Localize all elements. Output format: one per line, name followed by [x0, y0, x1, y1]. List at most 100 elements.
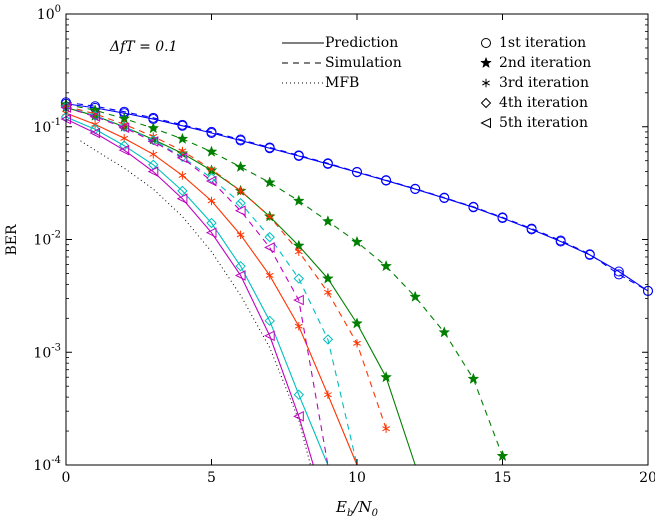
data-point-simulation-it4-6	[235, 197, 246, 209]
data-point-simulation-it1-9	[322, 158, 333, 169]
data-point-prediction-it5-6	[234, 270, 246, 281]
data-point-simulation-it4-5	[206, 172, 217, 184]
series-prediction-iteration-4	[60, 111, 329, 466]
data-point-simulation-it2-7	[263, 176, 276, 188]
legend-label-dashed: Simulation	[325, 55, 402, 71]
data-point-prediction-it5-3	[147, 166, 159, 177]
series-simulation-iteration-5	[60, 102, 329, 466]
data-point-simulation-it4-1	[89, 110, 101, 122]
data-point-simulation-it2-14	[467, 372, 480, 384]
x-tick-label: 5	[207, 470, 216, 486]
series-line-simulation-iteration-2	[65, 103, 504, 457]
series-line-mfb-iteration-0	[80, 140, 311, 466]
data-point-prediction-it3-7	[265, 271, 274, 280]
data-point-prediction-it3-5	[207, 196, 216, 206]
y-tick-label: 10-3	[33, 342, 61, 361]
data-point-simulation-it3-9	[324, 288, 332, 297]
data-point-simulation-it2-9	[321, 215, 334, 227]
x-tick-label: 10	[348, 470, 366, 486]
data-point-prediction-it3-4	[178, 171, 187, 180]
x-tick-label: 20	[639, 470, 655, 486]
data-point-simulation-it3-8	[294, 247, 303, 256]
data-point-simulation-it1-4	[177, 119, 188, 130]
data-point-prediction-it5-4	[176, 193, 188, 205]
y-tick-label: 10-4	[33, 455, 61, 474]
legend-marker-asterisk	[482, 78, 490, 88]
data-point-simulation-it1-6	[235, 134, 246, 145]
data-point-simulation-it3-7	[265, 212, 274, 221]
data-point-simulation-it1-12	[410, 183, 421, 194]
legend-marker-star	[480, 56, 492, 69]
data-point-simulation-it1-13	[439, 192, 450, 203]
data-point-simulation-it1-18	[584, 249, 595, 260]
data-point-simulation-it2-5	[205, 145, 218, 157]
legend-label-asterisk: 3rd iteration	[499, 75, 589, 91]
data-point-simulation-it4-4	[177, 151, 188, 163]
data-point-simulation-it5-8	[293, 294, 304, 306]
data-point-simulation-it4-2	[118, 121, 130, 132]
series-line-prediction-iteration-4	[65, 116, 329, 466]
chart-data-layer	[60, 97, 653, 466]
x-tick-label: 15	[494, 470, 512, 486]
data-point-prediction-it5-5	[205, 227, 217, 238]
data-point-simulation-it3-6	[236, 186, 245, 196]
data-point-simulation-it1-8	[293, 150, 304, 161]
data-point-simulation-it2-11	[380, 259, 393, 272]
data-point-simulation-it2-6	[234, 160, 247, 172]
data-point-simulation-it3-11	[382, 424, 390, 433]
legend-marker-triangle-left	[480, 117, 491, 129]
series-mfb-iteration-0	[80, 140, 311, 466]
legend-label-star: 2nd iteration	[499, 55, 591, 71]
data-point-simulation-it4-7	[264, 231, 275, 243]
data-point-simulation-it3-10	[353, 339, 361, 348]
y-tick-label: 10-2	[33, 230, 61, 249]
data-point-prediction-it3-9	[324, 390, 332, 399]
data-point-simulation-it2-15	[496, 449, 509, 462]
series-prediction-iteration-5	[60, 113, 314, 466]
data-point-simulation-it5-6	[234, 205, 246, 217]
data-point-simulation-it1-7	[264, 142, 275, 153]
data-point-prediction-it4-1	[89, 124, 101, 135]
legend-label-triangle-left: 5th iteration	[499, 115, 588, 131]
legend-label-solid: Prediction	[325, 35, 398, 51]
data-point-prediction-it4-7	[264, 315, 275, 327]
legend-marker-circle	[481, 38, 491, 48]
data-point-simulation-it4-9	[322, 334, 334, 345]
data-point-prediction-it4-5	[206, 217, 217, 229]
data-point-simulation-it1-16	[526, 223, 537, 234]
data-point-simulation-it3-5	[207, 165, 216, 174]
data-point-simulation-it1-5	[206, 126, 217, 137]
data-point-simulation-it4-3	[148, 134, 159, 146]
data-point-simulation-it2-4	[176, 132, 189, 144]
y-axis-label: BER	[4, 224, 20, 256]
series-simulation-iteration-4	[60, 101, 358, 466]
data-point-simulation-it2-10	[351, 235, 363, 248]
data-point-prediction-it2-11	[380, 371, 393, 383]
series-line-prediction-iteration-5	[65, 118, 314, 466]
data-point-simulation-it1-10	[352, 166, 362, 177]
data-point-simulation-it3-4	[178, 146, 187, 156]
series-line-simulation-iteration-4	[65, 106, 358, 466]
data-point-simulation-it2-12	[409, 290, 422, 302]
legend-label-circle: 1st iteration	[499, 35, 586, 51]
y-tick-label: 10-1	[33, 117, 61, 136]
data-point-prediction-it3-8	[294, 322, 303, 331]
data-point-simulation-it5-1	[89, 111, 101, 122]
legend: Prediction Simulation MFB 1st iteration 2nd …	[282, 35, 591, 131]
data-point-simulation-it5-7	[264, 242, 275, 253]
series-prediction-iteration-2	[60, 101, 416, 466]
legend-label-dotted: MFB	[325, 75, 359, 91]
x-tick-label: 0	[62, 470, 71, 486]
delta-f-t-annotation: ΔfT = 0.1	[109, 39, 178, 55]
x-axis-label: Eb/N0	[335, 498, 379, 519]
data-point-simulation-it5-2	[118, 122, 130, 134]
data-point-simulation-it4-8	[293, 273, 305, 284]
series-prediction-iteration-3	[62, 108, 358, 466]
axis-ticks: 0 5 10 15 20 100 10-1 10-2 10-3 10-4	[33, 4, 655, 486]
series-line-simulation-iteration-5	[65, 107, 329, 466]
data-point-simulation-it1-14	[468, 201, 479, 212]
data-point-prediction-it4-6	[235, 260, 246, 272]
data-point-simulation-it5-4	[176, 152, 188, 164]
data-point-prediction-it5-8	[293, 411, 304, 422]
